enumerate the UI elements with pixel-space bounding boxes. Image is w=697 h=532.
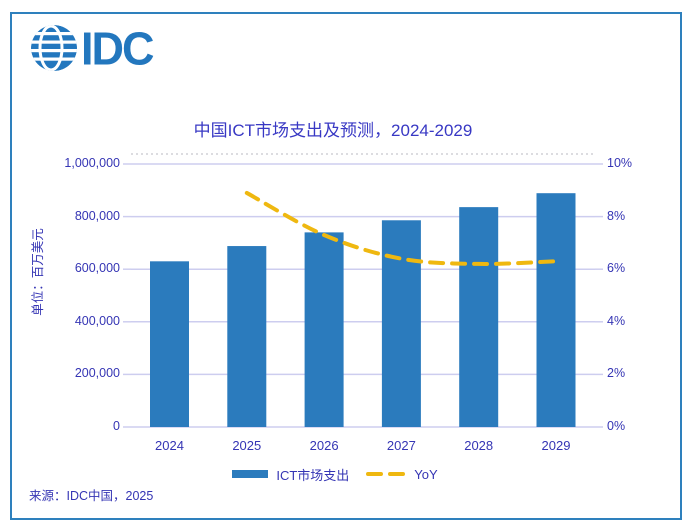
source-note: 来源：IDC中国，2025 <box>29 489 154 503</box>
y-axis-left-tick-label: 800,000 <box>74 208 120 223</box>
unit-axis-label: 单位：百万美元 <box>31 228 45 316</box>
bar-2026 <box>304 232 344 427</box>
page-frame <box>10 12 682 520</box>
legend-line-swatch <box>366 472 411 476</box>
y-axis-left-tick-label: 400,000 <box>74 313 120 328</box>
y-axis-left-tick-label: 600,000 <box>74 261 120 276</box>
yoy-line <box>244 190 558 266</box>
chart-title: 中国ICT市场支出及预测，2024-2029 <box>193 121 473 140</box>
legend-bar-swatch <box>232 470 269 478</box>
x-axis-year-label: 2025 <box>232 438 262 453</box>
idc-logo: IDC <box>30 21 154 75</box>
x-axis-year-label: 2027 <box>386 438 416 453</box>
y-axis-right-labels: 10% 8% 6% 4% 2% 0% <box>607 0 667 532</box>
bar-2025 <box>227 246 267 427</box>
y-axis-left-tick-label: 0 <box>113 419 120 433</box>
y-axis-right-tick-label: 4% <box>607 313 626 328</box>
idc-logo-text: IDC <box>81 21 154 75</box>
y-axis-right-tick-label: 10% <box>607 156 633 170</box>
x-axis-year-label: 2028 <box>464 438 494 453</box>
y-axis-right-tick-label: 0% <box>607 419 626 433</box>
y-axis-right-tick-label: 8% <box>607 208 626 223</box>
bar-2029 <box>536 193 576 427</box>
y-axis-left-labels: 1,000,000 800,000 600,000 400,000 200,000 0 <box>25 0 120 532</box>
bar-2024 <box>150 261 189 427</box>
legend-bar-label: ICT市场支出 <box>276 467 350 483</box>
idc-globe-icon <box>31 25 77 71</box>
legend: ICT市场支出 YoY <box>120 464 550 484</box>
bar-2028 <box>459 207 499 427</box>
y-axis-left-tick-label: 200,000 <box>74 366 120 381</box>
y-axis-right-tick-label: 6% <box>607 261 626 276</box>
legend-line-label: YoY <box>414 466 438 482</box>
x-axis-year-label: 2029 <box>541 438 571 453</box>
x-axis-year-label: 2026 <box>309 438 339 453</box>
x-axis-year-label: 2024 <box>155 438 184 453</box>
y-axis-right-tick-label: 2% <box>607 366 626 381</box>
y-axis-left-tick-label: 1,000,000 <box>64 156 120 170</box>
bar-2027 <box>381 220 421 427</box>
